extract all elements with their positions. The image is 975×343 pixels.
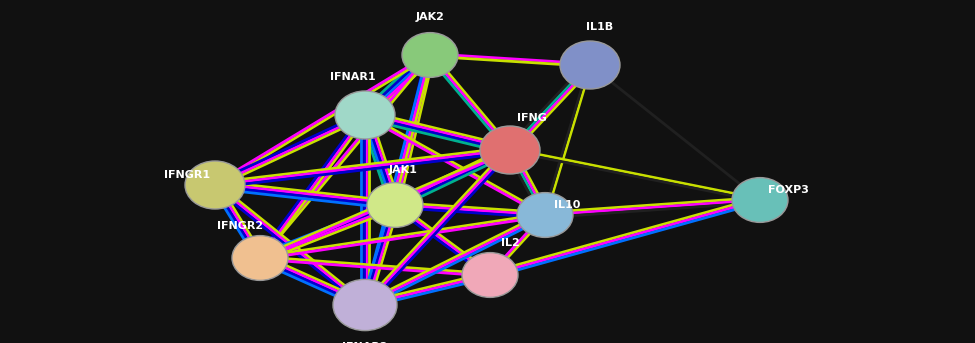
Text: FOXP3: FOXP3 bbox=[767, 185, 808, 195]
Ellipse shape bbox=[232, 236, 288, 280]
Text: JAK2: JAK2 bbox=[415, 12, 445, 22]
Text: IFNAR2: IFNAR2 bbox=[342, 342, 388, 343]
Ellipse shape bbox=[367, 182, 423, 227]
Text: JAK1: JAK1 bbox=[389, 165, 417, 175]
Ellipse shape bbox=[402, 33, 458, 78]
Text: IFNAR1: IFNAR1 bbox=[331, 72, 375, 82]
Ellipse shape bbox=[333, 280, 397, 331]
Text: IFNGR2: IFNGR2 bbox=[216, 221, 263, 231]
Ellipse shape bbox=[517, 193, 573, 237]
Text: IL10: IL10 bbox=[554, 200, 580, 210]
Text: IFNG: IFNG bbox=[517, 113, 547, 123]
Ellipse shape bbox=[560, 41, 620, 89]
Ellipse shape bbox=[462, 252, 518, 297]
Ellipse shape bbox=[732, 178, 788, 222]
Ellipse shape bbox=[185, 161, 245, 209]
Text: IL2: IL2 bbox=[500, 238, 520, 248]
Text: IL1B: IL1B bbox=[586, 22, 613, 32]
Ellipse shape bbox=[480, 126, 540, 174]
Ellipse shape bbox=[335, 91, 395, 139]
Text: IFNGR1: IFNGR1 bbox=[164, 170, 210, 180]
